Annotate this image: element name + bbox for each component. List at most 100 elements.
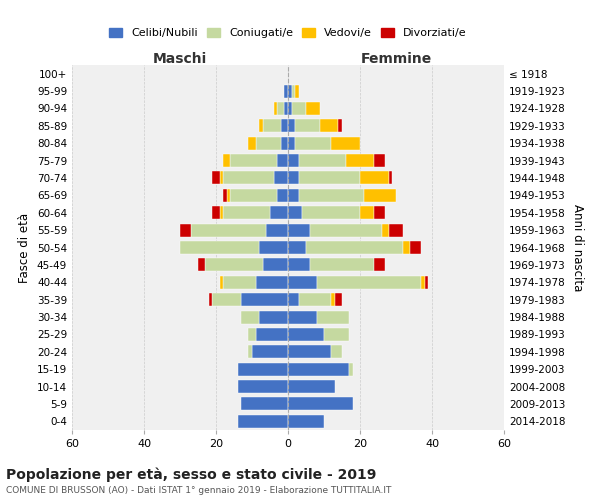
Bar [346, 154, 374, 167]
Bar [270, 206, 288, 220]
Bar [374, 258, 385, 272]
Bar [288, 293, 299, 306]
Bar [198, 258, 205, 272]
Bar [223, 276, 256, 289]
Bar [299, 154, 346, 167]
Bar [421, 276, 425, 289]
Bar [374, 206, 385, 220]
Bar [263, 120, 281, 132]
Bar [331, 293, 335, 306]
Bar [205, 258, 263, 272]
Bar [248, 136, 256, 149]
Bar [274, 172, 288, 184]
Bar [263, 258, 288, 272]
Bar [288, 328, 324, 341]
Bar [288, 310, 317, 324]
Bar [220, 276, 223, 289]
Bar [284, 102, 288, 115]
Bar [256, 136, 281, 149]
Bar [288, 258, 310, 272]
Bar [299, 293, 331, 306]
Bar [227, 189, 230, 202]
Bar [266, 224, 288, 236]
Bar [288, 346, 331, 358]
Bar [306, 241, 403, 254]
Bar [364, 189, 396, 202]
Bar [299, 189, 364, 202]
Bar [248, 328, 256, 341]
Bar [238, 415, 288, 428]
Bar [252, 346, 288, 358]
Bar [349, 362, 353, 376]
Bar [292, 102, 306, 115]
Bar [223, 154, 230, 167]
Bar [288, 102, 292, 115]
Bar [320, 120, 338, 132]
Bar [310, 224, 382, 236]
Text: COMUNE DI BRUSSON (AO) - Dati ISTAT 1° gennaio 2019 - Elaborazione TUTTITALIA.IT: COMUNE DI BRUSSON (AO) - Dati ISTAT 1° g… [6, 486, 391, 495]
Bar [274, 102, 277, 115]
Bar [230, 154, 277, 167]
Bar [331, 136, 360, 149]
Bar [223, 189, 227, 202]
Bar [335, 293, 342, 306]
Bar [288, 189, 299, 202]
Bar [241, 310, 259, 324]
Bar [306, 102, 320, 115]
Bar [288, 154, 299, 167]
Bar [284, 84, 288, 98]
Bar [209, 293, 212, 306]
Bar [288, 120, 295, 132]
Bar [288, 136, 295, 149]
Bar [288, 172, 299, 184]
Bar [288, 398, 353, 410]
Bar [360, 206, 374, 220]
Bar [259, 120, 263, 132]
Bar [191, 224, 266, 236]
Legend: Celibi/Nubili, Coniugati/e, Vedovi/e, Divorziati/e: Celibi/Nubili, Coniugati/e, Vedovi/e, Di… [105, 23, 471, 43]
Bar [324, 328, 349, 341]
Bar [259, 241, 288, 254]
Text: Popolazione per età, sesso e stato civile - 2019: Popolazione per età, sesso e stato civil… [6, 468, 376, 482]
Bar [425, 276, 428, 289]
Bar [295, 136, 331, 149]
Bar [241, 293, 288, 306]
Bar [288, 241, 306, 254]
Bar [281, 136, 288, 149]
Bar [277, 102, 284, 115]
Bar [288, 380, 335, 393]
Bar [248, 346, 252, 358]
Bar [212, 206, 220, 220]
Bar [277, 189, 288, 202]
Bar [288, 362, 349, 376]
Bar [212, 172, 220, 184]
Bar [410, 241, 421, 254]
Bar [223, 206, 270, 220]
Bar [230, 189, 277, 202]
Bar [281, 120, 288, 132]
Bar [389, 224, 403, 236]
Bar [310, 258, 374, 272]
Bar [223, 172, 274, 184]
Text: Maschi: Maschi [153, 52, 207, 66]
Bar [288, 206, 302, 220]
Bar [180, 224, 191, 236]
Bar [220, 172, 223, 184]
Bar [295, 120, 320, 132]
Bar [288, 84, 292, 98]
Bar [403, 241, 410, 254]
Bar [374, 154, 385, 167]
Bar [331, 346, 342, 358]
Bar [382, 224, 389, 236]
Bar [338, 120, 342, 132]
Bar [180, 241, 259, 254]
Bar [302, 206, 360, 220]
Text: Femmine: Femmine [361, 52, 431, 66]
Bar [238, 362, 288, 376]
Bar [256, 276, 288, 289]
Bar [220, 206, 223, 220]
Bar [288, 276, 317, 289]
Bar [241, 398, 288, 410]
Bar [360, 172, 389, 184]
Bar [259, 310, 288, 324]
